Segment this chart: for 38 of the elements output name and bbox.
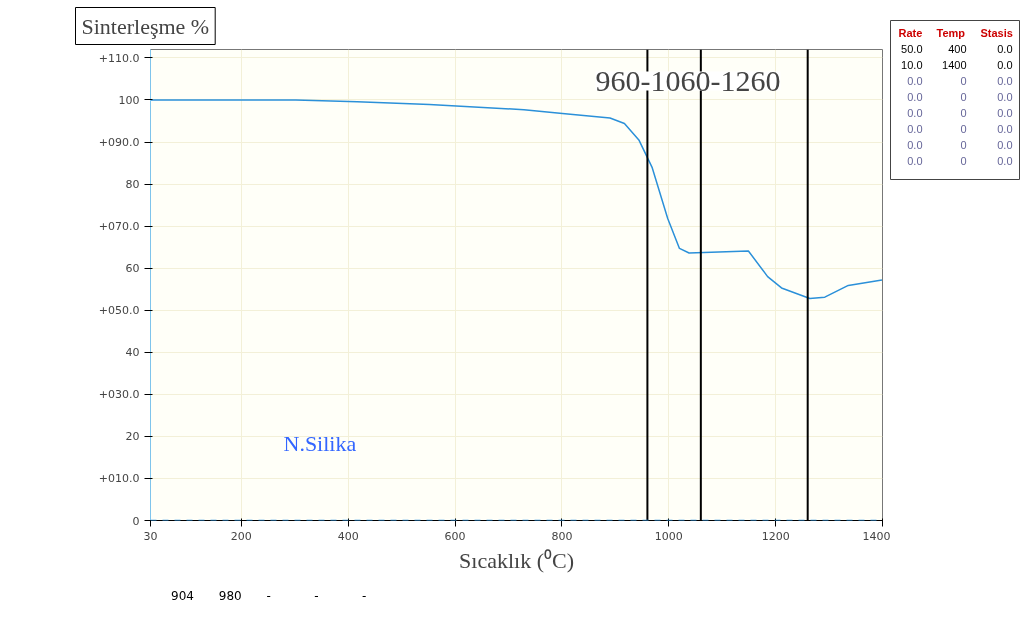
x-tick-label: 30 [143, 529, 158, 543]
text: 0.0 0 0.0 [907, 74, 1013, 87]
text: 0.0 0 0.0 [907, 106, 1013, 119]
x-tick-label: 200 [230, 529, 252, 543]
y-tick-label: 40 [125, 346, 140, 360]
text: - [361, 589, 367, 603]
y-tick-label: +030.0 [98, 388, 140, 402]
text: 10.0 1400 0.0 [901, 58, 1013, 71]
text: Rate Temp Stasis [898, 26, 1013, 39]
x-tick-label: 1400 [862, 529, 891, 543]
x-tick-label: 1000 [654, 529, 683, 543]
y-tick-label: +090.0 [98, 136, 140, 150]
text: - [266, 589, 271, 603]
x-axis-title: Sıcaklık (⁰C) [459, 547, 574, 573]
y-axis-title: Sinterleşme % [81, 13, 210, 39]
text: 904 [171, 589, 194, 603]
text: 0.0 0 0.0 [907, 154, 1013, 167]
annotation: 960-1060-1260 [595, 63, 781, 97]
y-tick-label: 80 [125, 178, 140, 192]
x-tick-label: 800 [551, 529, 573, 543]
y-tick-label: +050.0 [98, 304, 140, 318]
text: 50.0 400 0.0 [901, 42, 1013, 55]
text: 980 [218, 589, 242, 603]
y-tick-label: +110.0 [98, 51, 140, 65]
x-tick-label: 400 [337, 529, 359, 543]
x-tick-label: 1200 [761, 529, 790, 543]
text: 0.0 0 0.0 [907, 90, 1013, 103]
y-tick-label: 20 [125, 430, 140, 444]
text: - [314, 589, 319, 603]
text: 0.0 0 0.0 [907, 138, 1013, 151]
y-tick-label: 60 [125, 262, 140, 276]
y-tick-label: 100 [118, 93, 140, 107]
text: 0.0 0 0.0 [907, 122, 1013, 135]
y-tick-label: 0 [132, 514, 140, 528]
x-tick-label: 600 [444, 529, 466, 543]
y-tick-label: +010.0 [98, 472, 140, 486]
y-tick-label: +070.0 [98, 220, 140, 234]
text: N.Silika [283, 430, 357, 456]
